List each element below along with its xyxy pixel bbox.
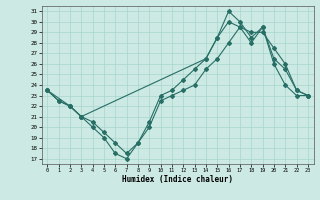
X-axis label: Humidex (Indice chaleur): Humidex (Indice chaleur) [122, 175, 233, 184]
